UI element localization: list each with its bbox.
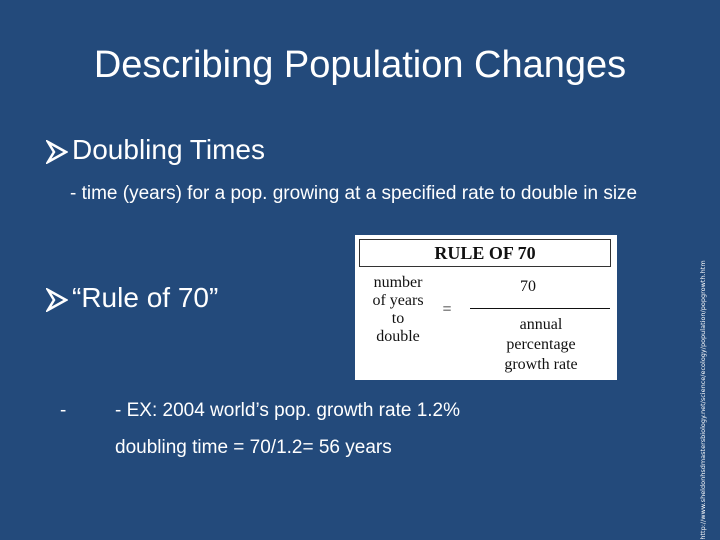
figure-equals: = (442, 301, 452, 318)
bullet-icon (46, 140, 68, 164)
figure-text: to (391, 310, 405, 327)
bullet-text: “Rule of 70” (72, 282, 219, 313)
example-line: doubling time = 70/1.2= 56 years (115, 437, 392, 458)
figure-text: growth rate (504, 356, 578, 373)
rule-figure: RULE OF 70 number of years to double = 7… (355, 235, 617, 380)
bullet-text: Doubling Times (72, 134, 265, 165)
figure-text: number (373, 274, 423, 291)
figure-text: of years (372, 292, 424, 309)
figure-text: percentage (506, 336, 576, 353)
dash: - (60, 400, 67, 421)
figure-text: annual (519, 316, 563, 333)
slide-title: Describing Population Changes (93, 44, 627, 86)
figure-numerator: 70 (520, 278, 536, 295)
source-credit: http://www.sheldonhsdmastersbiology.net/… (699, 260, 707, 540)
fraction-line (470, 308, 610, 309)
figure-denominator: annual percentage growth rate (485, 315, 597, 375)
example-line: - EX: 2004 world’s pop. growth rate 1.2% (115, 400, 461, 421)
bullet-detail: - time (years) for a pop. growing at a s… (70, 183, 638, 204)
bullet-icon (46, 288, 68, 312)
figure-title: RULE OF 70 (359, 239, 611, 267)
figure-left: number of years to double (358, 274, 438, 346)
figure-text: double (376, 328, 420, 345)
